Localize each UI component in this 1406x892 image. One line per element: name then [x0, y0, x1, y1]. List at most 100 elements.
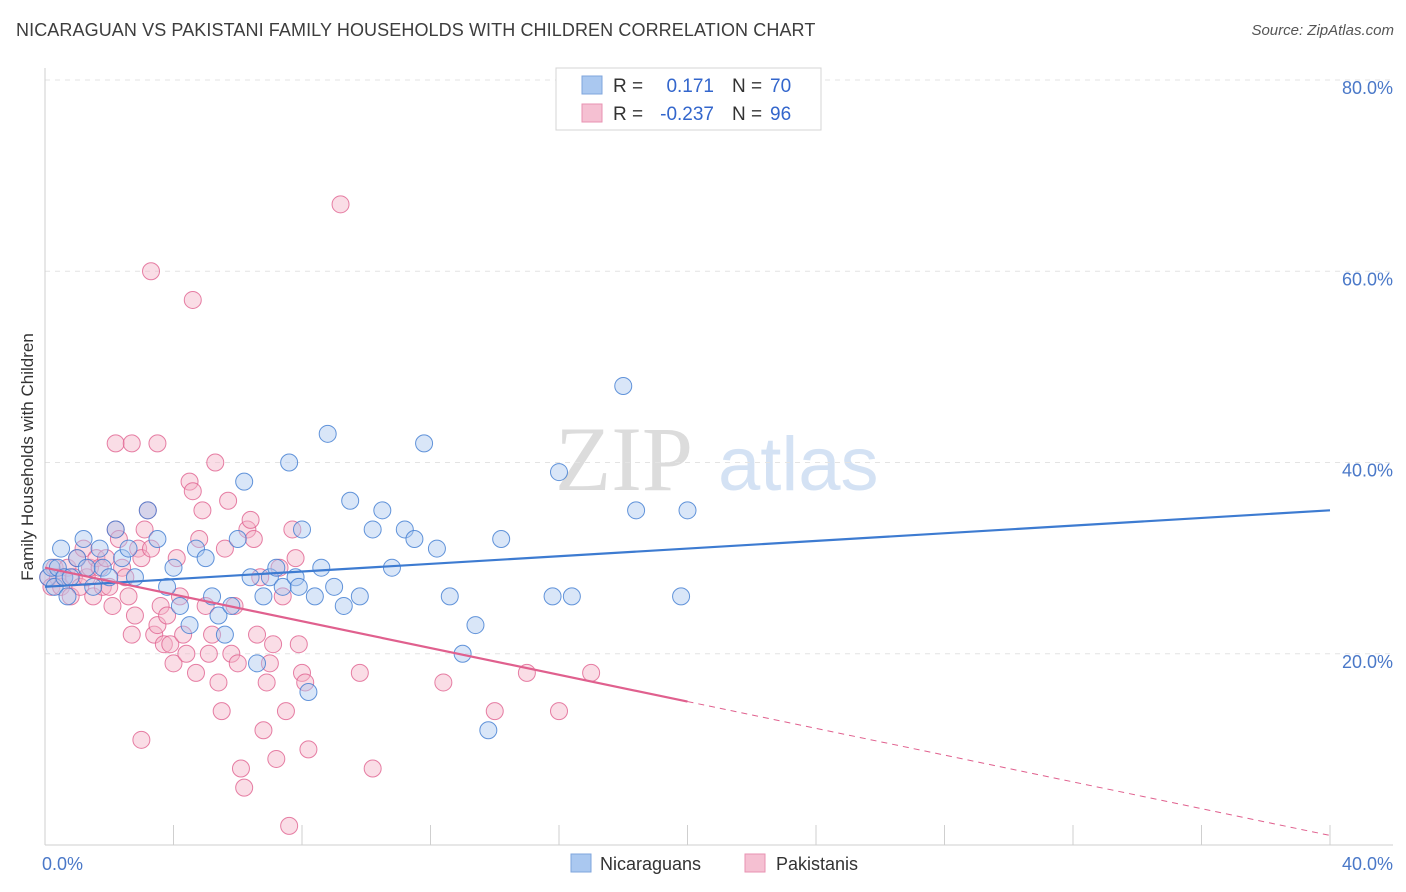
pakistanis-point-71: [267, 749, 286, 768]
pakistanis-point-22: [109, 530, 128, 548]
nicaraguans-point-20: [148, 530, 167, 548]
nicaraguans-point-53: [382, 558, 401, 577]
pakistanis-point-85: [142, 262, 161, 281]
watermark: ZIP atlas: [555, 408, 879, 510]
y-tick-label-20: 20.0%: [1342, 652, 1393, 672]
series-nicaraguans-points: [39, 377, 697, 740]
nicaraguans-point-42: [293, 520, 311, 539]
nicaraguans-point-33: [241, 568, 260, 587]
nicaraguans-point-31: [228, 530, 247, 548]
pakistanis-point-83: [106, 434, 125, 453]
nicaraguans-point-68: [672, 587, 691, 606]
legend-swatch-blue: [581, 75, 603, 95]
pakistanis-point-67: [254, 721, 273, 740]
nicaraguans-point-43: [299, 683, 318, 701]
pakistanis-point-47: [190, 530, 209, 548]
nicaraguans-point-62: [492, 530, 511, 548]
series-pakistanis-points: [39, 195, 601, 835]
legend-swatch-pink: [581, 103, 603, 123]
nicaraguans-point-10: [77, 558, 96, 577]
legend-n-value-blue: 70: [770, 76, 791, 97]
pakistanis-point-38: [161, 635, 180, 654]
pakistanis-point-36: [154, 635, 173, 654]
pakistanis-point-46: [186, 663, 205, 682]
pakistanis-point-77: [286, 549, 305, 568]
gridlines: [45, 79, 1393, 655]
trend-lines: [44, 509, 1331, 836]
pakistanis-point-51: [203, 625, 222, 644]
legend-r-value-blue: 0.171: [666, 76, 714, 97]
chart-title: NICARAGUAN VS PAKISTANI FAMILY HOUSEHOLD…: [16, 20, 816, 40]
pakistanis-point-89: [363, 759, 382, 778]
pakistanis-point-56: [219, 491, 238, 510]
nicaraguans-point-6: [58, 587, 77, 606]
pakistanis-point-35: [151, 596, 170, 615]
pakistanis-point-76: [283, 520, 302, 539]
nicaraguans-point-24: [180, 616, 199, 635]
pakistanis-point-62: [238, 520, 257, 539]
pakistanis-point-87: [331, 195, 350, 214]
nicaraguans-point-39: [280, 453, 299, 472]
pakistanis-point-93: [550, 702, 568, 721]
pakistanis-point-59: [228, 654, 247, 673]
y-tick-labels: 20.0% 40.0% 60.0% 80.0%: [1342, 78, 1393, 672]
pakistanis-point-26: [122, 625, 141, 644]
pakistanis-point-48: [193, 501, 212, 520]
pakistanis-point-18: [97, 549, 116, 568]
nicaraguans-point-17: [119, 539, 138, 558]
series-legend-label-pakistanis: Pakistanis: [776, 854, 858, 874]
legend-r-label-pink: R =: [613, 104, 643, 125]
nicaraguans-point-29: [215, 625, 234, 644]
pakistanis-point-15: [87, 549, 106, 568]
pakistanis-point-60: [231, 759, 250, 778]
nicaraguans-point-21: [158, 577, 177, 596]
nicaraguans-point-13: [93, 558, 112, 577]
nicaraguans-point-66: [614, 377, 633, 395]
nicaraguans-point-50: [350, 587, 369, 606]
pakistanis-point-33: [145, 625, 164, 644]
y-axis-label: Family Households with Children: [18, 333, 37, 581]
pakistanis-point-20: [103, 596, 122, 615]
pakistanis-point-37: [158, 606, 177, 625]
pakistanis-point-95: [132, 730, 151, 749]
y-tick-label-60: 60.0%: [1342, 269, 1393, 289]
pakistanis-point-79: [293, 663, 311, 682]
nicaraguans-point-45: [312, 558, 331, 577]
nicaraguans-point-16: [113, 549, 132, 568]
nicaraguans-point-34: [248, 654, 267, 673]
nicaraguans-point-9: [74, 530, 93, 548]
nicaraguans-point-22: [164, 558, 183, 577]
nicaraguans-point-46: [318, 424, 337, 443]
pakistanis-point-30: [135, 520, 154, 539]
pakistanis-point-45: [183, 482, 202, 501]
pakistanis-point-53: [209, 673, 228, 692]
legend-r-label-blue: R =: [613, 76, 643, 97]
pakistanis-point-90: [434, 673, 453, 692]
pakistanis-point-14: [84, 587, 103, 606]
nicaraguans-point-35: [254, 587, 273, 606]
nicaraguans-point-32: [235, 472, 254, 491]
nicaraguans-point-58: [440, 587, 459, 606]
pakistanis-point-25: [119, 587, 138, 606]
nicaraguans-point-38: [273, 577, 292, 596]
legend-r-value-pink: -0.237: [660, 104, 714, 125]
pakistanis-point-65: [248, 625, 267, 644]
trend-line-nicaraguans: [44, 509, 1331, 588]
pakistanis-point-44: [180, 472, 199, 491]
pakistanis-point-10: [71, 577, 90, 596]
pakistanis-point-68: [257, 673, 276, 692]
nicaraguans-point-52: [373, 501, 392, 520]
pakistanis-point-23: [113, 558, 132, 577]
nicaraguans-point-54: [395, 520, 414, 539]
nicaraguans-point-19: [138, 501, 157, 520]
series-legend-swatch-nicaraguans: [570, 853, 592, 873]
pakistanis-point-32: [142, 539, 161, 558]
nicaraguans-point-48: [334, 596, 353, 615]
x-tick-label-max: 40.0%: [1342, 854, 1393, 874]
nicaraguans-point-4: [52, 539, 71, 558]
trend-line-pakistanis: [44, 566, 688, 703]
nicaraguans-point-64: [550, 463, 568, 482]
axes: [44, 68, 1393, 846]
pakistanis-point-52: [206, 453, 225, 472]
y-tick-label-80: 80.0%: [1342, 78, 1393, 98]
